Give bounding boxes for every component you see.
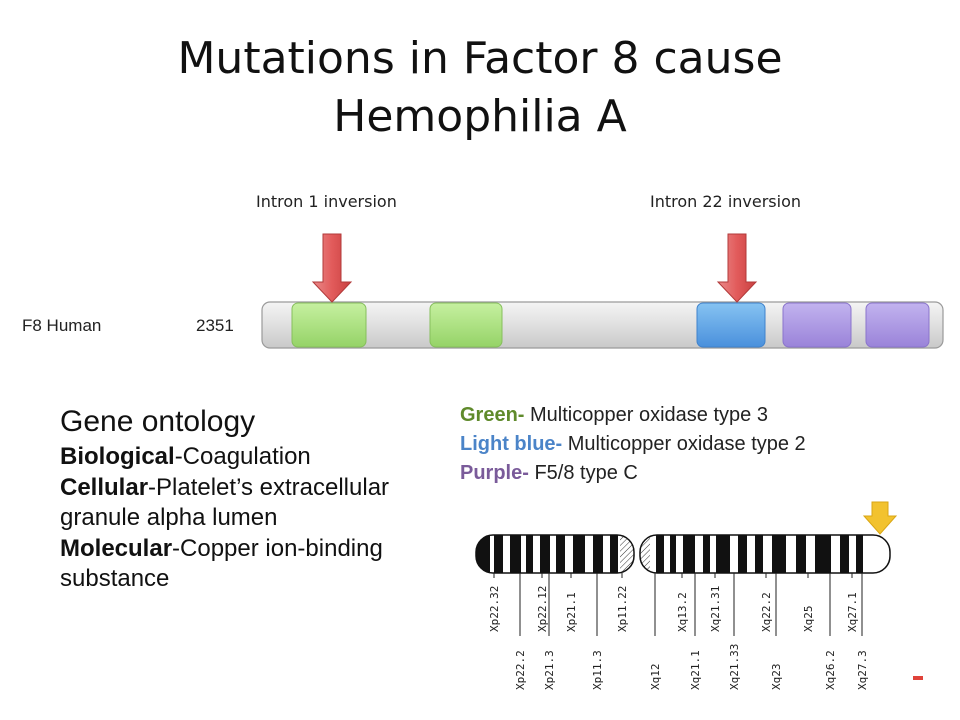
band-ticks [493,573,863,636]
band-label-bottom: Xq12 [649,664,662,691]
band-label-bottom: Xp11.3 [591,650,604,690]
band-label-top: Xq25 [802,606,815,633]
chromosome-ideogram [475,534,891,574]
band-label-bottom: Xq23 [770,664,783,691]
domain-green-1 [291,302,367,348]
domain-green-2 [429,302,503,348]
gene-ontology: Gene ontology Biological-Coagulation Cel… [60,402,400,595]
band-label-top: Xq22.2 [760,592,773,632]
locus-arrow-icon [862,501,898,535]
band-label-bottom: Xq21.33 [728,644,741,690]
band-label-top: Xp21.1 [565,592,578,632]
domain-purple-2 [865,302,930,348]
legend-purple: Purple- F5/8 type C [460,462,638,484]
intron-22-label: Intron 22 inversion [650,192,802,211]
arrow-down-icon [311,233,353,303]
ontology-biological: Biological-Coagulation [60,443,311,470]
domain-legend: Green- Multicopper oxidase type 3 Light … [460,401,806,488]
band-label-top: Xq13.2 [676,592,689,632]
title-line-2: Hemophilia A [333,91,627,142]
slide-marker [913,676,923,680]
band-label-bottom: Xq26.2 [824,650,837,690]
legend-green: Green- Multicopper oxidase type 3 [460,404,768,426]
gene-name: F8 Human [22,316,102,335]
arrow-down-icon [716,233,758,303]
band-labels: Xp22.32 Xp22.12 Xp21.1 Xp11.22 Xq13.2 Xq21.31… [488,586,869,690]
ontology-molecular: Molecular-Copper ion-binding substance [60,534,383,593]
band-label-top: Xp22.32 [488,586,501,632]
domain-blue-1 [696,302,766,348]
legend-blue: Light blue- Multicopper oxidase type 2 [460,433,806,455]
band-label-bottom: Xq21.1 [689,650,702,690]
band-label-top: Xp11.22 [616,586,629,632]
band-label-bottom: Xq27.3 [856,650,869,690]
band-label-top: Xp22.12 [536,586,549,632]
ontology-cellular: Cellular-Platelet’s extracellular granul… [60,473,390,532]
band-label-bottom: Xp22.2 [514,650,527,690]
intron-1-label: Intron 1 inversion [256,192,397,211]
slide-title: Mutations in Factor 8 cause Hemophilia A [0,30,960,146]
domain-purple-1 [782,302,852,348]
band-label-top: Xq21.31 [709,586,722,632]
title-line-1: Mutations in Factor 8 cause [177,33,783,84]
gene-length: 2351 [196,316,234,335]
ontology-heading: Gene ontology [60,405,256,438]
band-label-top: Xq27.1 [846,592,859,632]
band-label-bottom: Xp21.3 [543,650,556,690]
